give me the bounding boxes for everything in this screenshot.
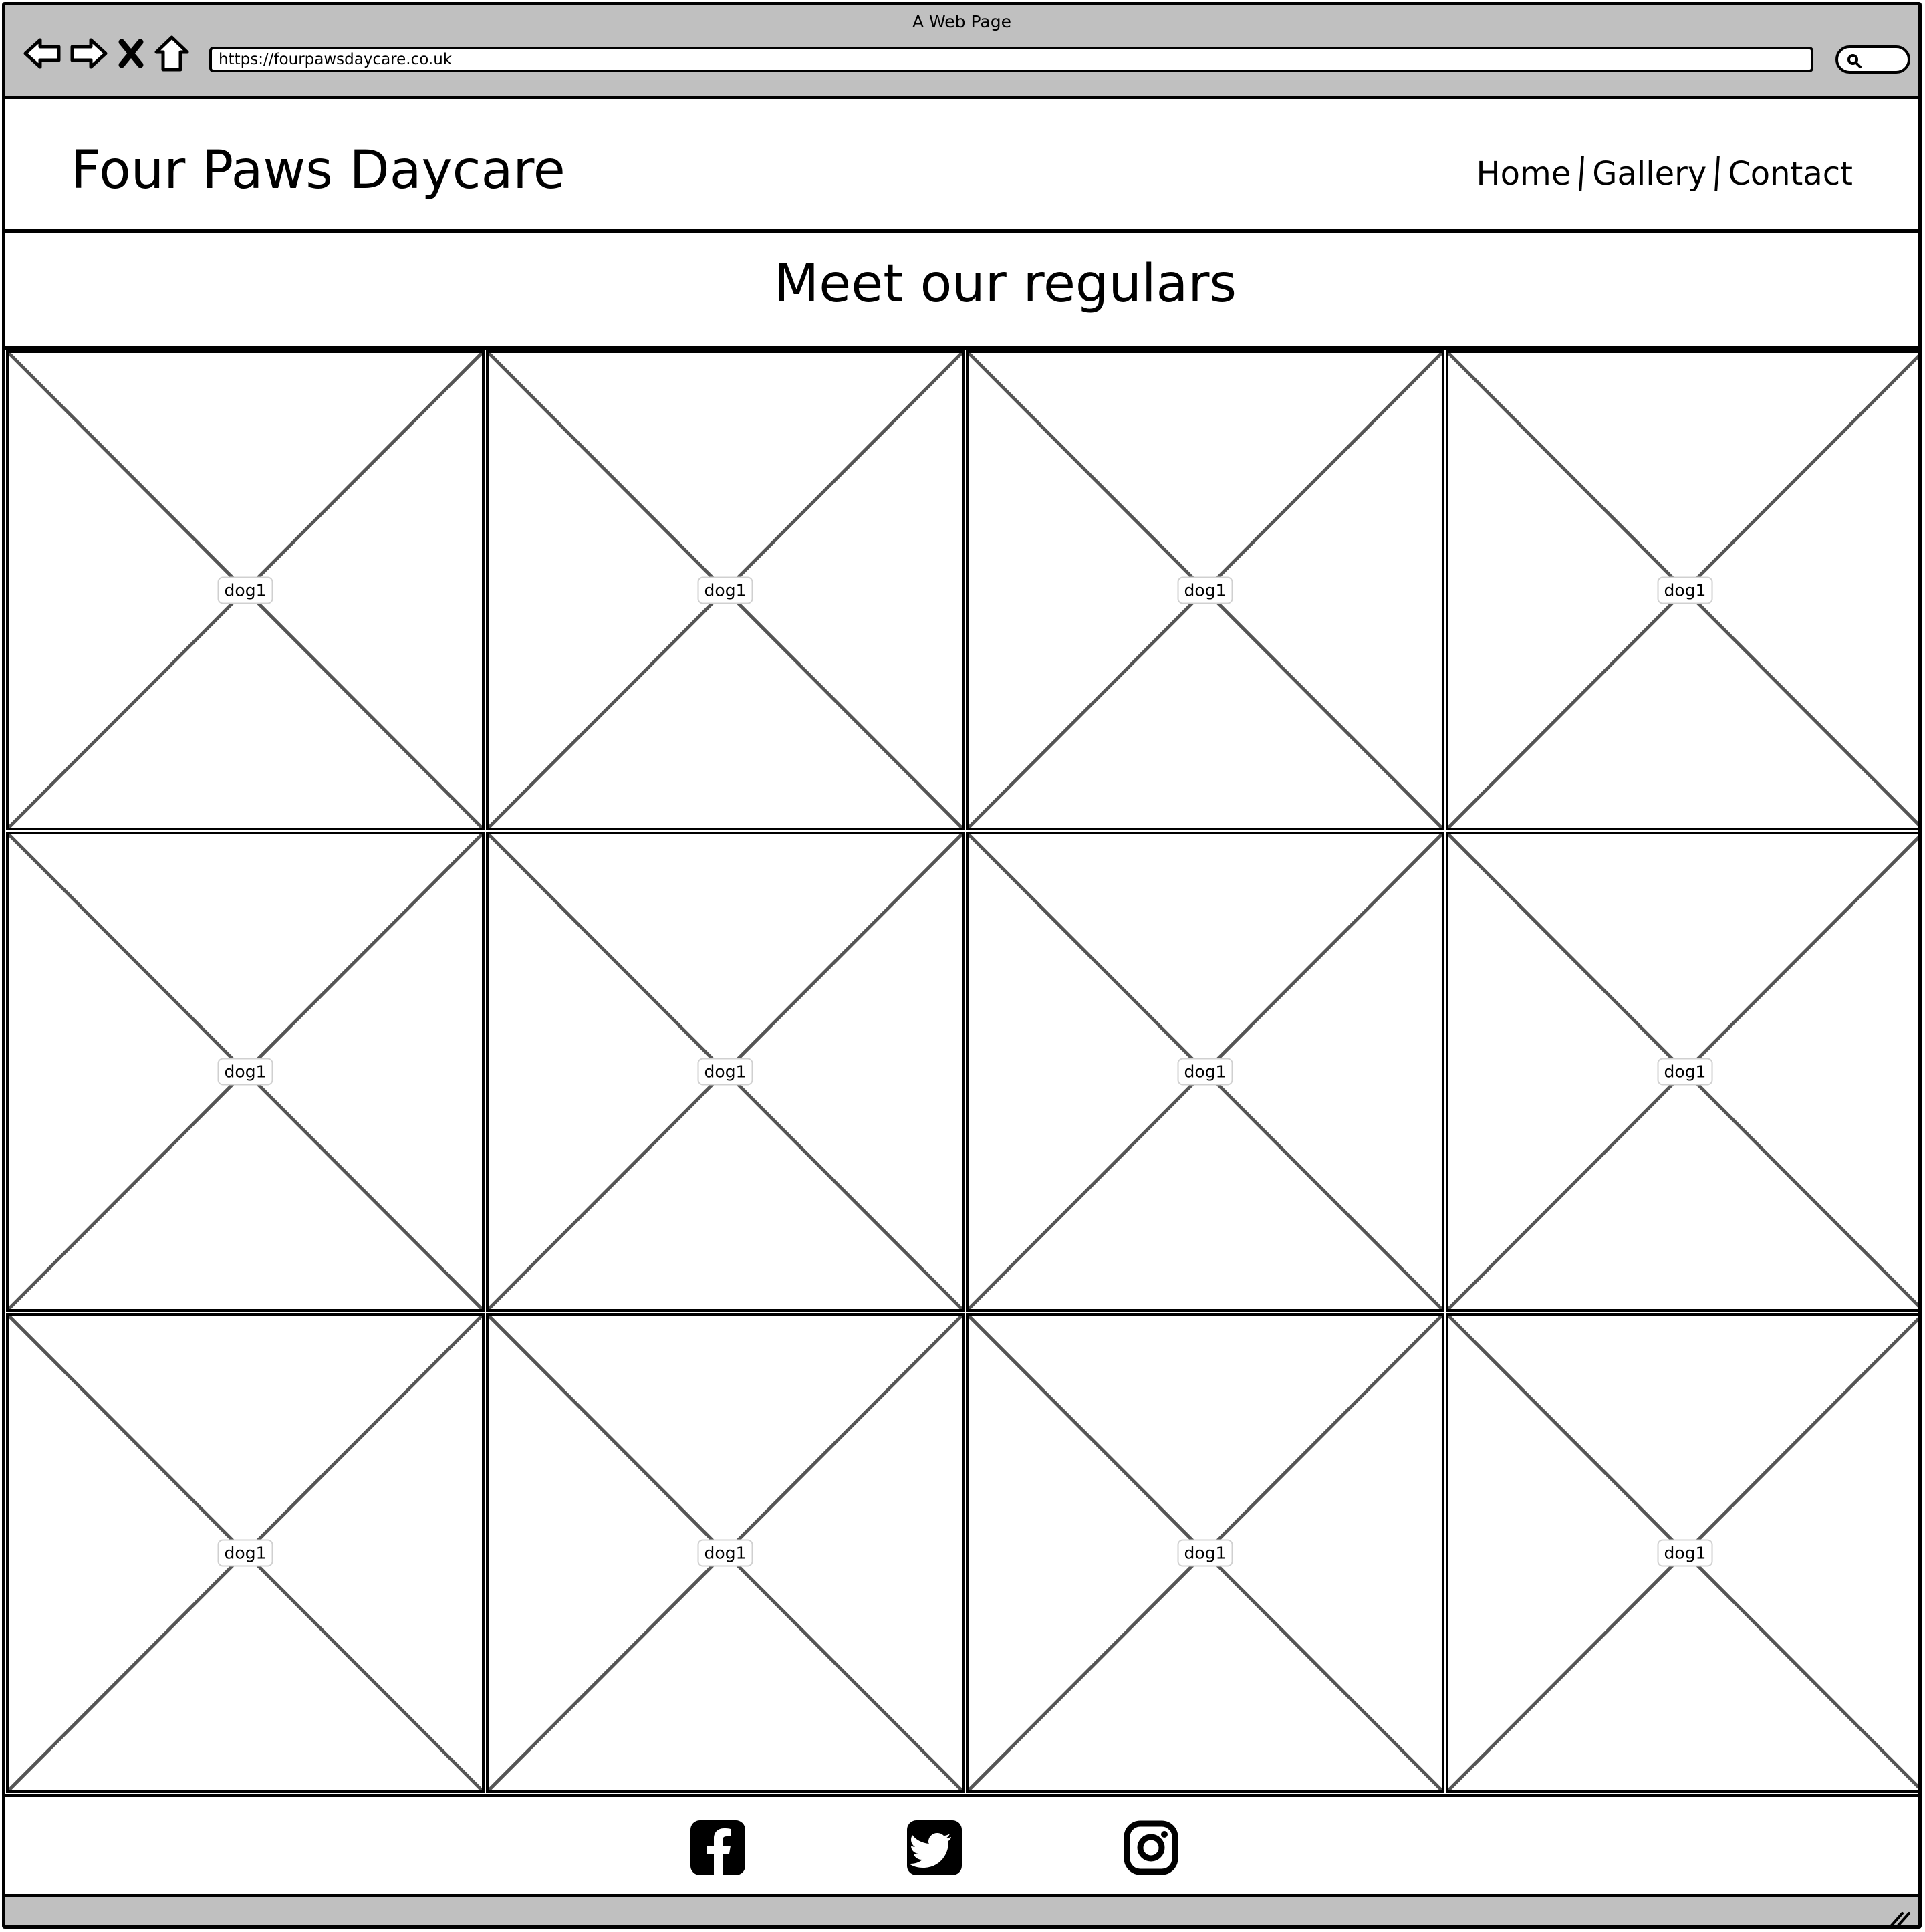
nav-gallery[interactable]: Gallery bbox=[1592, 155, 1707, 193]
image-caption: dog1 bbox=[217, 1539, 273, 1567]
gallery-image[interactable]: dog1 bbox=[486, 350, 965, 830]
gallery-image[interactable]: dog1 bbox=[966, 1313, 1444, 1793]
home-icon[interactable] bbox=[154, 35, 190, 72]
image-gallery: dog1 dog1 dog1 dog1 dog1 dog1 dog1 dog1 dog1 dog1… bbox=[5, 350, 1918, 1794]
gallery-image[interactable]: dog1 bbox=[486, 832, 965, 1312]
address-bar[interactable]: https://fourpawsdaycare.co.uk bbox=[209, 47, 1813, 72]
image-caption: dog1 bbox=[1657, 1058, 1713, 1086]
forward-icon[interactable] bbox=[70, 37, 108, 70]
image-caption: dog1 bbox=[217, 576, 273, 604]
social-links bbox=[690, 1820, 1178, 1875]
gallery-image[interactable]: dog1 bbox=[6, 350, 485, 830]
nav-home[interactable]: Home bbox=[1476, 155, 1571, 193]
site-header: Four Paws Daycare Home Gallery Contact bbox=[5, 99, 1918, 233]
image-caption: dog1 bbox=[697, 1539, 753, 1567]
gallery-image[interactable]: dog1 bbox=[966, 350, 1444, 830]
search-icon bbox=[1847, 54, 1862, 68]
gallery-image[interactable]: dog1 bbox=[1446, 1313, 1918, 1793]
status-bar bbox=[5, 1897, 1918, 1927]
site-nav: Home Gallery Contact bbox=[1467, 155, 1862, 193]
gallery-image[interactable]: dog1 bbox=[6, 832, 485, 1312]
image-caption: dog1 bbox=[217, 1058, 273, 1086]
resize-handle-icon[interactable] bbox=[1889, 1907, 1912, 1927]
image-caption: dog1 bbox=[697, 1058, 753, 1086]
back-icon[interactable] bbox=[23, 37, 61, 70]
image-caption: dog1 bbox=[1657, 576, 1713, 604]
gallery-image[interactable]: dog1 bbox=[1446, 350, 1918, 830]
browser-search[interactable] bbox=[1835, 45, 1910, 74]
gallery-image[interactable]: dog1 bbox=[6, 1313, 485, 1793]
site-logo[interactable]: Four Paws Daycare bbox=[71, 140, 565, 201]
image-caption: dog1 bbox=[1657, 1539, 1713, 1567]
twitter-icon[interactable] bbox=[907, 1820, 962, 1875]
facebook-icon[interactable] bbox=[690, 1820, 745, 1875]
site-footer bbox=[5, 1794, 1918, 1897]
heading-section: Meet our regulars bbox=[5, 233, 1918, 350]
close-icon[interactable] bbox=[116, 37, 146, 70]
instagram-icon[interactable] bbox=[1124, 1820, 1178, 1875]
gallery-image[interactable]: dog1 bbox=[966, 832, 1444, 1312]
image-caption: dog1 bbox=[1177, 1058, 1233, 1086]
browser-nav bbox=[23, 33, 190, 74]
image-caption: dog1 bbox=[1177, 576, 1233, 604]
image-caption: dog1 bbox=[1177, 1539, 1233, 1567]
image-caption: dog1 bbox=[697, 576, 753, 604]
browser-toolbar: A Web Page https://fourpawsdaycare.co.uk bbox=[5, 5, 1918, 99]
window-title: A Web Page bbox=[912, 12, 1012, 31]
page-title: Meet our regulars bbox=[773, 254, 1237, 314]
gallery-image[interactable]: dog1 bbox=[1446, 832, 1918, 1312]
url-text: https://fourpawsdaycare.co.uk bbox=[219, 51, 453, 68]
gallery-image[interactable]: dog1 bbox=[486, 1313, 965, 1793]
nav-contact[interactable]: Contact bbox=[1728, 155, 1853, 193]
